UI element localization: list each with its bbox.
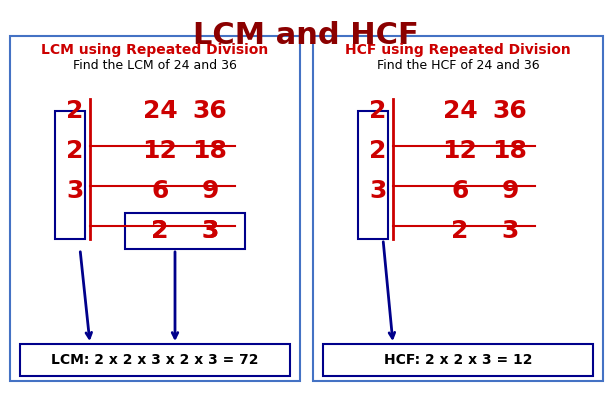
Text: 36: 36 [192, 99, 227, 123]
Text: 9: 9 [501, 179, 519, 203]
Text: 2: 2 [66, 139, 84, 163]
Text: 3: 3 [201, 219, 219, 243]
Text: HCF using Repeated Division: HCF using Repeated Division [345, 43, 571, 57]
Text: 24: 24 [143, 99, 177, 123]
Text: 9: 9 [201, 179, 219, 203]
Text: Find the LCM of 24 and 36: Find the LCM of 24 and 36 [73, 59, 237, 72]
Text: 6: 6 [451, 179, 469, 203]
Text: HCF: 2 x 2 x 3 = 12: HCF: 2 x 2 x 3 = 12 [384, 353, 532, 367]
FancyBboxPatch shape [323, 344, 593, 376]
Text: 3: 3 [66, 179, 84, 203]
Text: 2: 2 [151, 219, 169, 243]
Text: 24: 24 [443, 99, 478, 123]
Text: 2: 2 [451, 219, 469, 243]
Text: 3: 3 [369, 179, 387, 203]
Text: 18: 18 [493, 139, 527, 163]
Text: 2: 2 [369, 139, 387, 163]
Text: 3: 3 [501, 219, 519, 243]
Text: 18: 18 [192, 139, 227, 163]
Text: 6: 6 [151, 179, 169, 203]
Text: LCM and HCF: LCM and HCF [193, 21, 419, 50]
Text: Find the HCF of 24 and 36: Find the HCF of 24 and 36 [376, 59, 539, 72]
Text: LCM using Repeated Division: LCM using Repeated Division [41, 43, 268, 57]
FancyBboxPatch shape [358, 111, 388, 239]
Text: 3: 3 [201, 219, 219, 243]
Text: 36: 36 [493, 99, 527, 123]
Text: LCM: 2 x 2 x 3 x 2 x 3 = 72: LCM: 2 x 2 x 3 x 2 x 3 = 72 [51, 353, 259, 367]
FancyBboxPatch shape [313, 36, 603, 381]
FancyBboxPatch shape [55, 111, 85, 239]
FancyBboxPatch shape [20, 344, 290, 376]
Text: 12: 12 [443, 139, 478, 163]
Text: 2: 2 [369, 99, 387, 123]
Text: 2: 2 [66, 99, 84, 123]
FancyBboxPatch shape [125, 213, 245, 249]
FancyBboxPatch shape [10, 36, 300, 381]
Text: 12: 12 [143, 139, 177, 163]
Text: 2: 2 [151, 219, 169, 243]
